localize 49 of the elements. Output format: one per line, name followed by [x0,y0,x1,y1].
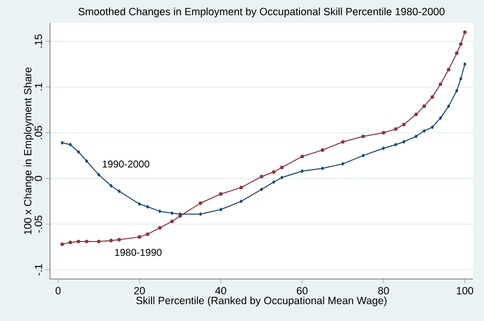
point [76,240,80,244]
y-axis-title: 100 x Change in Employment Share [24,67,34,234]
x-tick-label: 100 [456,286,474,294]
point [158,226,162,230]
point [60,242,64,246]
point [146,232,150,236]
series-label: 1980-1990 [115,248,162,256]
point [219,192,223,196]
point [446,68,450,72]
point [272,170,276,174]
point [138,235,142,239]
point [239,186,243,190]
point [84,240,88,244]
point [280,166,284,170]
point [459,42,463,46]
point [438,82,442,86]
point [394,127,398,131]
point [414,112,418,116]
x-axis-title: Skill Percentile (Ranked by Occupational Mean Wage) [136,296,386,306]
series-label: 1990-2000 [102,160,150,168]
y-tick-label: 0 [34,176,42,181]
point [68,240,72,244]
point [109,238,113,242]
y-tick-label: -.05 [34,216,42,233]
y-tick-label: .05 [34,126,42,140]
x-tick-label: 60 [296,286,308,294]
point [320,148,324,152]
point [117,238,121,242]
x-tick-label: 40 [215,286,226,294]
point [300,154,304,158]
point [382,130,386,135]
point [422,104,426,108]
point [463,30,467,34]
chart-title: Smoothed Changes in Employment by Occupational Skill Percentile 1980-2000 [78,8,444,18]
point [361,134,365,138]
point [402,122,406,126]
point [260,174,264,178]
point [454,51,459,55]
point [430,95,434,99]
point [198,201,202,205]
point [170,220,174,224]
point [341,140,345,144]
x-tick-label: 0 [56,286,61,294]
y-tick-label: .1 [34,83,42,90]
y-tick-label: .15 [34,34,42,48]
y-tick-label: -.1 [34,264,42,276]
x-tick-label: 20 [134,286,145,294]
x-tick-label: 80 [378,286,389,294]
point [97,240,101,244]
